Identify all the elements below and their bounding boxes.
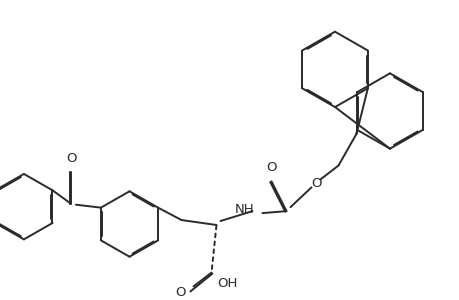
Text: OH: OH bbox=[217, 277, 237, 290]
Text: O: O bbox=[174, 286, 185, 299]
Text: O: O bbox=[67, 152, 77, 165]
Text: O: O bbox=[311, 177, 321, 190]
Text: NH: NH bbox=[235, 202, 254, 216]
Text: O: O bbox=[266, 161, 276, 174]
